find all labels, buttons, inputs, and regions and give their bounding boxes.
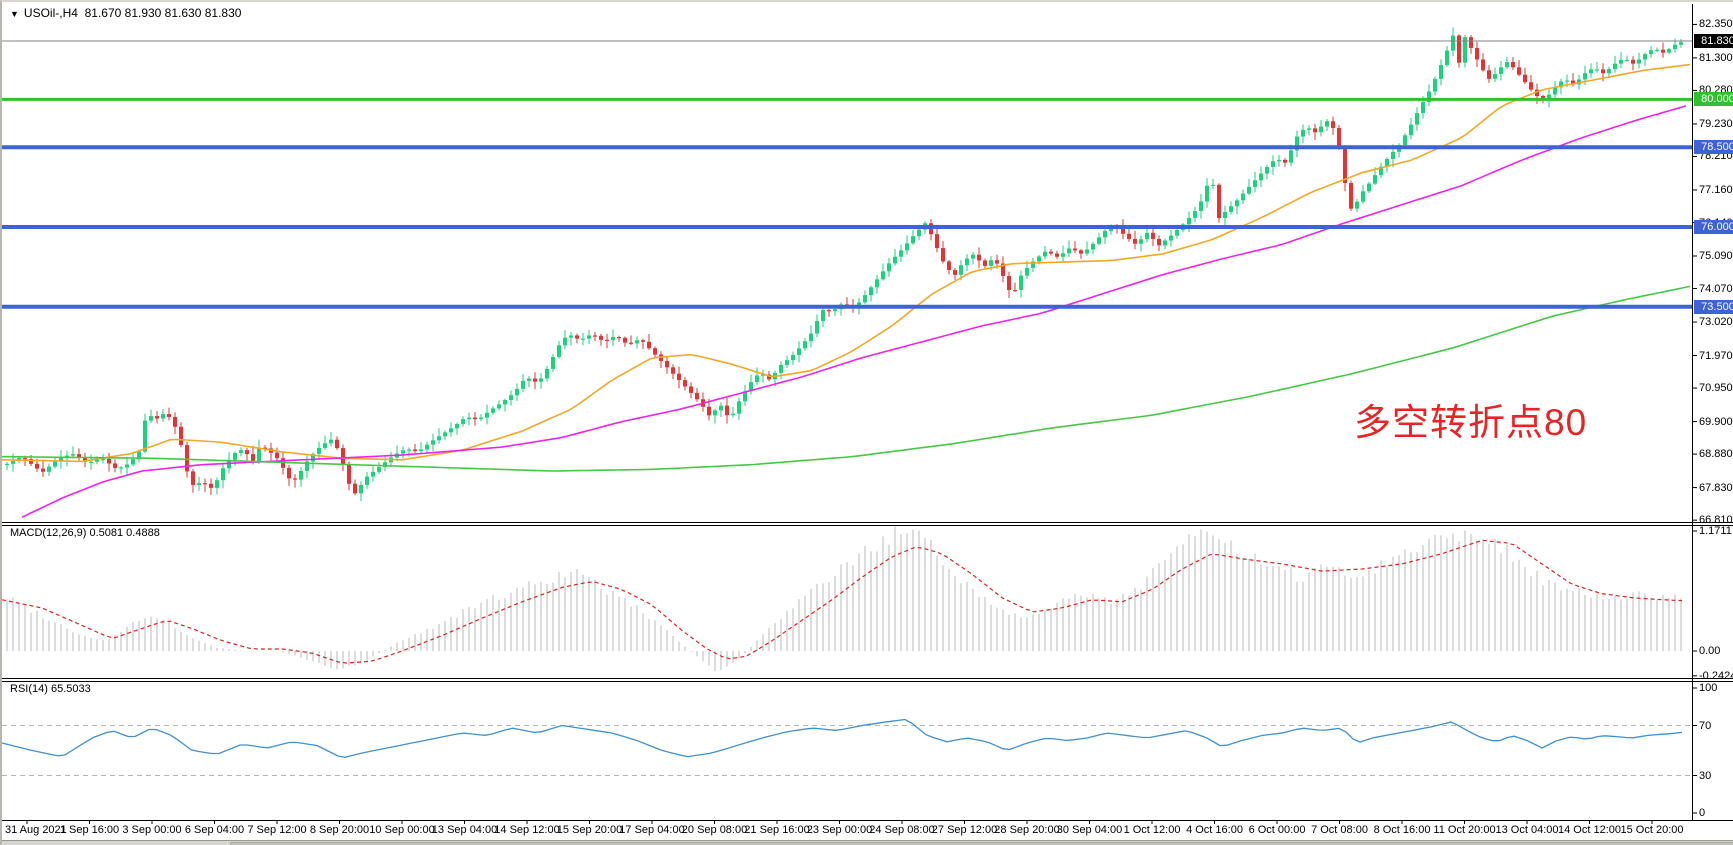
price-axis-label: 69.900 [1699,415,1733,428]
current-price-badge: 81.830 [1694,34,1733,48]
horizontal-scrollbar [2,840,1733,845]
price-axis-label: 67.830 [1699,481,1733,494]
time-axis-label: 17 Sep 04:00 [619,824,685,836]
symbol-dropdown-icon[interactable]: ▼ [10,9,19,19]
price-axis-label: 74.070 [1699,282,1733,295]
time-axis-label: 24 Sep 08:00 [869,824,935,836]
time-axis-label: 13 Sep 04:00 [431,824,498,836]
macd-axis-label: 1.1711 [1699,524,1732,537]
ohlc-values: 81.670 81.930 81.630 81.830 [84,6,242,20]
rsi-axis-label: 70 [1699,719,1712,732]
time-axis-label: 11 Oct 20:00 [1433,824,1496,836]
time-axis-label: 14 Sep 12:00 [494,824,560,836]
time-axis-label: 7 Oct 08:00 [1311,824,1368,836]
macd-axis-label: -0.2424 [1699,669,1733,682]
rsi-axis-label: 0 [1699,807,1706,819]
macd-axis-label: 0.00 [1699,645,1721,657]
level-badge-73-5: 73.500 [1694,299,1733,314]
price-axis-label: 77.160 [1699,183,1733,196]
time-axis-label: 28 Sep 20:00 [994,824,1060,836]
time-axis-label: 8 Oct 16:00 [1373,824,1431,836]
chart-text-annotation: 多空转折点80 [1354,402,1588,443]
price-axis-label: 68.880 [1699,448,1733,461]
price-axis-label: 75.090 [1699,250,1733,262]
price-axis-label: 79.230 [1699,117,1733,130]
time-axis-label: 31 Aug 2021 [5,824,67,836]
time-axis-label: 10 Sep 00:00 [369,824,435,836]
macd-values: 0.5081 0.4888 [89,527,160,539]
time-axis-label: 1 Sep 16:00 [59,824,120,836]
time-axis-label: 15 Sep 20:00 [556,824,623,836]
price-axis-label: 70.950 [1699,382,1733,395]
time-axis-label: 6 Sep 04:00 [184,824,245,836]
scrollbar-thumb[interactable] [230,842,1733,845]
price-axis-label: 73.020 [1699,316,1733,329]
time-axis-label: 7 Sep 12:00 [247,824,307,836]
time-axis-label: 15 Oct 20:00 [1620,824,1684,836]
time-axis-label: 13 Oct 04:00 [1495,824,1559,836]
time-axis-label: 30 Sep 04:00 [1056,824,1123,836]
price-axis-label: 81.300 [1699,51,1733,64]
symbol-timeframe-label: USOil-,H4 [23,6,78,20]
rsi-axis-label: 100 [1699,682,1718,694]
time-axis[interactable]: 31 Aug 2021 1 Sep 16:00 3 Sep 00:00 6 Sep 0… [2,822,1733,838]
time-axis-label: 8 Sep 20:00 [309,824,370,836]
chart-title: ▼ USOil-,H4 81.670 81.930 81.630 81.830 [10,6,241,20]
rsi-indicator-label: RSI(14) 65.5033 [10,683,91,695]
time-axis-label: 14 Oct 12:00 [1558,824,1621,836]
price-axis-label: 82.350 [1699,18,1733,31]
time-axis-label: 27 Sep 12:00 [931,824,998,836]
time-axis-label: 23 Sep 00:00 [806,824,873,836]
price-axis-label: 71.970 [1699,349,1733,362]
time-axis-label: 21 Sep 16:00 [744,824,810,836]
time-axis-label: 4 Oct 16:00 [1186,824,1243,836]
level-badge-78-5: 78.500 [1694,140,1733,155]
time-axis-label: 20 Sep 08:00 [681,824,748,836]
level-badge-76: 76.000 [1694,219,1733,234]
time-axis-label: 1 Oct 12:00 [1123,824,1181,836]
price-axis-label: 66.810 [1699,514,1733,527]
rsi-value: 65.5033 [50,683,91,695]
time-axis-label: 6 Oct 00:00 [1248,824,1306,836]
macd-indicator-label: MACD(12,26,9) 0.5081 0.4888 [10,527,160,539]
level-badge-80: 80.000 [1694,92,1733,107]
rsi-axis-label: 30 [1699,769,1712,782]
time-axis-label: 3 Sep 00:00 [122,824,182,836]
